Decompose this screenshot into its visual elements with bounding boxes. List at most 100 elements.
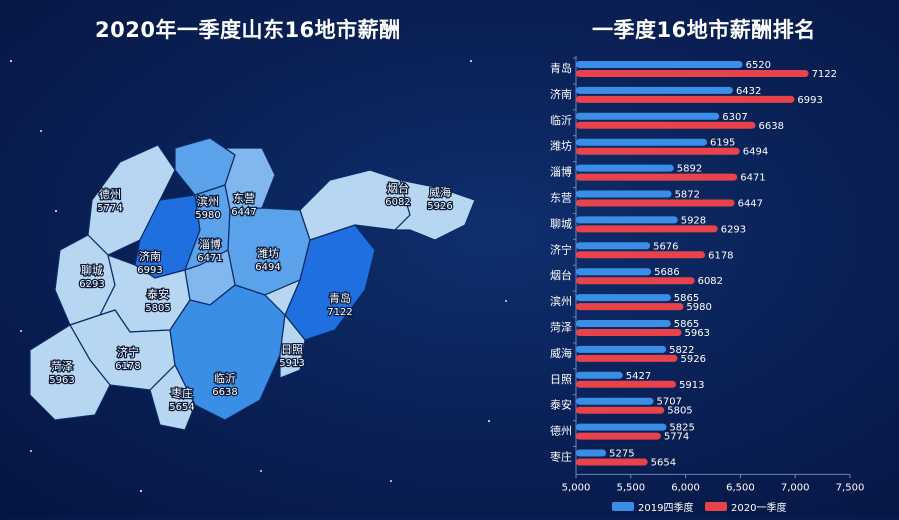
map-city-label: 聊城 (81, 263, 103, 277)
legend-swatch (705, 502, 727, 511)
bar-2020q1 (576, 458, 648, 466)
y-tick-label: 泰安 (550, 398, 572, 412)
bar-data-label: 5913 (679, 380, 704, 391)
bar-data-label: 5963 (685, 328, 710, 339)
legend-item[interactable]: 2020一季度 (705, 501, 786, 514)
bar-2019q4 (576, 164, 674, 172)
bar-2019q4 (576, 61, 743, 68)
y-tick-label: 菏泽 (550, 321, 572, 334)
bar-2020q1 (576, 199, 735, 207)
bar-2019q4 (576, 268, 652, 276)
map-city-label: 济宁 (117, 345, 139, 359)
map-city-value: 7122 (327, 307, 352, 318)
bar-data-label: 5825 (669, 423, 694, 434)
map-city-label: 泰安 (147, 287, 169, 301)
bar-data-label: 5805 (667, 406, 692, 417)
map-city-value: 6447 (231, 207, 256, 218)
bar-data-label: 5872 (675, 190, 700, 201)
y-tick-label: 德州 (550, 424, 572, 438)
map-region-weihai[interactable] (393, 179, 476, 241)
bar-data-label: 5928 (681, 215, 706, 226)
bar-data-label: 5275 (609, 449, 634, 460)
y-tick-label: 济宁 (550, 242, 572, 256)
y-tick-label: 聊城 (550, 216, 572, 230)
map-city-value: 5980 (195, 210, 220, 221)
star (470, 60, 472, 62)
bar-data-label: 6307 (722, 112, 747, 123)
bar-data-label: 7122 (812, 69, 837, 80)
star (10, 60, 12, 62)
star (40, 130, 42, 132)
y-tick-label: 潍坊 (550, 139, 572, 153)
bar-2020q1 (576, 121, 756, 129)
y-tick-label: 滨州 (550, 294, 572, 308)
chart-title: 一季度16地市薪酬排名 (592, 18, 816, 42)
map-city-label: 滨州 (197, 194, 219, 208)
bar-2020q1 (576, 70, 809, 77)
x-tick-label: 7,000 (781, 482, 810, 493)
legend-swatch (612, 502, 634, 511)
bar-data-label: 5707 (656, 397, 681, 408)
bar-2019q4 (576, 320, 671, 327)
bar-2020q1 (576, 329, 682, 336)
bar-2020q1 (576, 277, 695, 285)
bar-data-label: 6447 (738, 199, 763, 210)
bar-data-label: 5980 (686, 302, 711, 313)
map-city-label: 菏泽 (51, 360, 73, 373)
map-title: 2020年一季度山东16地市薪酬 (95, 18, 401, 42)
map-city-label: 东营 (233, 191, 255, 205)
map-city-value: 6293 (79, 279, 104, 290)
bar-data-label: 6432 (736, 86, 761, 97)
bar-2020q1 (576, 432, 661, 440)
bar-data-label: 5676 (653, 241, 678, 252)
star (488, 420, 490, 422)
map-city-value: 6638 (212, 387, 237, 398)
map-region-zaozhuang[interactable] (149, 363, 196, 431)
bar-data-label: 5654 (651, 458, 676, 469)
map-city-label: 临沂 (214, 371, 236, 385)
x-tick-label: 6,500 (726, 482, 755, 493)
bar-chart: 青岛 6520 7122 济南 6432 6993 临沂 6307 6638 潍坊 6195 6494… (550, 56, 864, 514)
bar-data-label: 5865 (674, 319, 699, 330)
bar-2019q4 (576, 242, 651, 250)
map-city-value: 5913 (279, 358, 304, 369)
bar-data-label: 6638 (759, 121, 784, 132)
map-city-label: 德州 (99, 187, 121, 201)
bar-2019q4 (576, 449, 607, 457)
bar-data-label: 5892 (677, 164, 702, 175)
map-city-value: 6494 (255, 262, 280, 273)
y-tick-label: 东营 (550, 191, 572, 205)
map-city-value: 5926 (427, 201, 452, 212)
bar-2020q1 (576, 303, 684, 311)
y-tick-label: 威海 (550, 346, 572, 360)
y-tick-label: 济南 (550, 87, 572, 101)
bar-data-label: 5774 (664, 432, 689, 443)
star (390, 480, 392, 482)
bar-data-label: 6494 (743, 147, 768, 158)
bar-data-label: 6520 (746, 60, 771, 71)
bar-data-label: 6082 (698, 276, 723, 287)
star (20, 330, 22, 332)
legend-item[interactable]: 2019四季度 (612, 501, 693, 514)
star (55, 210, 57, 212)
map-city-label: 烟台 (387, 181, 409, 195)
bar-data-label: 5865 (674, 293, 699, 304)
bar-2019q4 (576, 397, 654, 405)
y-tick-label: 青岛 (550, 61, 572, 75)
star (505, 300, 507, 302)
map-region-rizhao[interactable] (263, 278, 306, 379)
bar-2019q4 (576, 138, 707, 146)
bar-data-label: 6993 (797, 95, 822, 106)
map-city-label: 威海 (429, 185, 451, 199)
map-city-value: 5654 (169, 402, 194, 413)
bar-2019q4 (576, 423, 667, 431)
bar-2019q4 (576, 216, 678, 224)
map-city-label: 日照 (281, 343, 303, 356)
legend-label: 2019四季度 (638, 501, 693, 514)
map-region-heze[interactable] (29, 324, 111, 421)
bar-2019q4 (576, 294, 671, 302)
bar-2019q4 (576, 345, 667, 353)
y-tick-label: 日照 (550, 373, 572, 386)
map-city-value: 6178 (115, 361, 140, 372)
bar-data-label: 5926 (680, 354, 705, 365)
